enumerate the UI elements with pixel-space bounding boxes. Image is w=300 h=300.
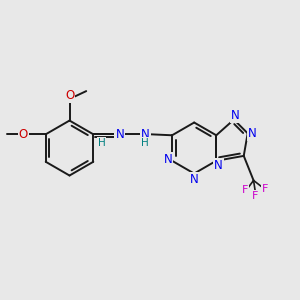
Text: F: F bbox=[252, 191, 259, 201]
Text: H: H bbox=[98, 138, 106, 148]
Text: F: F bbox=[262, 184, 268, 194]
Text: N: N bbox=[164, 153, 172, 166]
Text: N: N bbox=[190, 173, 199, 186]
Text: O: O bbox=[19, 128, 28, 141]
Text: H: H bbox=[142, 138, 149, 148]
Text: O: O bbox=[65, 89, 74, 102]
Text: N: N bbox=[141, 128, 150, 141]
Text: N: N bbox=[230, 109, 239, 122]
Text: F: F bbox=[242, 185, 248, 195]
Text: N: N bbox=[214, 159, 223, 172]
Text: N: N bbox=[248, 127, 257, 140]
Text: N: N bbox=[116, 128, 124, 141]
